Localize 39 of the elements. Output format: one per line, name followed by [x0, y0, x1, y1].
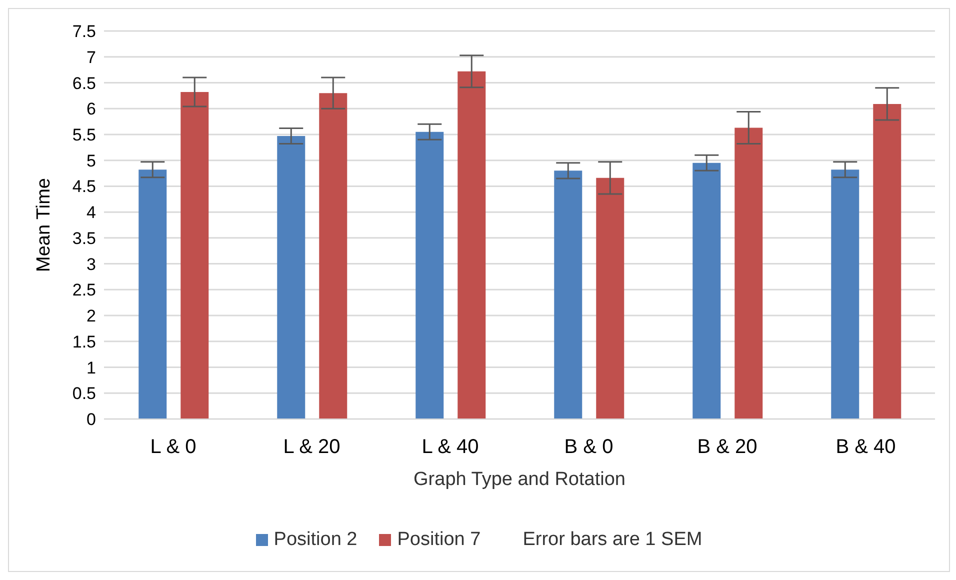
bar [873, 104, 902, 419]
y-tick-label: 0.5 [72, 384, 96, 404]
y-tick-label: 4 [86, 203, 96, 222]
x-tick-label: B & 20 [697, 436, 758, 458]
y-tick-label: 5.5 [72, 126, 96, 144]
y-tick-label: 4.5 [72, 177, 96, 196]
bar [692, 162, 721, 419]
y-tick-label: 0 [86, 410, 96, 430]
y-tick-label: 1 [86, 358, 96, 378]
y-tick-label: 2 [86, 306, 96, 326]
y-tick-label: 1.5 [72, 332, 96, 352]
y-tick-label: 3.5 [72, 228, 96, 248]
bar [554, 170, 582, 419]
y-tick-label: 2.5 [72, 280, 96, 300]
y-tick-label: 6 [86, 100, 96, 119]
bar [138, 170, 167, 419]
text: Error bars are 1 SEM [522, 529, 702, 551]
bar [831, 170, 860, 419]
x-tick-label: B & 40 [836, 436, 896, 458]
x-axis-title: Graph Type and Rotation [414, 469, 626, 490]
bar [596, 178, 624, 419]
bar [277, 136, 306, 419]
bar [416, 132, 444, 419]
y-tick-label: 7.5 [72, 22, 96, 42]
bar [734, 128, 763, 419]
bar [458, 71, 486, 419]
x-tick-label: L & 0 [150, 436, 196, 458]
bar [319, 93, 348, 419]
x-tick-label: L & 20 [283, 436, 340, 458]
y-tick-label: 5 [86, 151, 96, 170]
bar [180, 92, 209, 419]
legend-label: Position 7 [396, 529, 481, 551]
legend-label: Position 2 [272, 529, 358, 551]
y-tick-label: 7 [86, 48, 96, 67]
y-tick-label: 6.5 [72, 74, 96, 93]
y-tick-label: 3 [86, 254, 96, 274]
x-tick-label: L & 40 [422, 436, 479, 458]
x-tick-label: B & 0 [564, 436, 614, 458]
y-axis-title: Mean Time [34, 178, 55, 272]
